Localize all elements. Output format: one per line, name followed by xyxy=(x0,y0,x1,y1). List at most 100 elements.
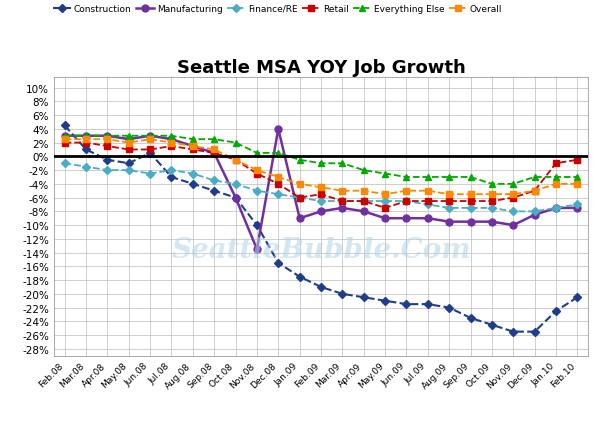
Finance/RE xyxy=(488,206,496,211)
Manufacturing xyxy=(531,213,538,218)
Manufacturing xyxy=(339,206,346,211)
Line: Overall: Overall xyxy=(62,137,580,197)
Everything Else xyxy=(339,161,346,167)
Finance/RE xyxy=(168,168,175,173)
Finance/RE xyxy=(82,164,89,170)
Finance/RE xyxy=(424,202,431,207)
Finance/RE xyxy=(275,192,282,197)
Retail xyxy=(82,141,89,146)
Everything Else xyxy=(253,151,260,156)
Manufacturing xyxy=(104,134,111,139)
Everything Else xyxy=(61,134,68,139)
Retail xyxy=(403,199,410,204)
Manufacturing xyxy=(424,216,431,221)
Manufacturing xyxy=(574,206,581,211)
Finance/RE xyxy=(360,199,367,204)
Construction xyxy=(509,329,517,335)
Overall xyxy=(146,137,154,142)
Everything Else xyxy=(168,134,175,139)
Finance/RE xyxy=(574,202,581,207)
Finance/RE xyxy=(189,171,196,177)
Retail xyxy=(61,141,68,146)
Finance/RE xyxy=(317,199,325,204)
Finance/RE xyxy=(253,189,260,194)
Finance/RE xyxy=(446,206,453,211)
Everything Else xyxy=(424,175,431,180)
Overall xyxy=(317,185,325,191)
Finance/RE xyxy=(531,209,538,214)
Construction xyxy=(168,175,175,180)
Finance/RE xyxy=(382,199,389,204)
Construction xyxy=(189,182,196,187)
Construction xyxy=(232,196,239,201)
Manufacturing xyxy=(232,196,239,201)
Everything Else xyxy=(82,134,89,139)
Line: Retail: Retail xyxy=(62,141,580,211)
Manufacturing xyxy=(553,206,560,211)
Retail xyxy=(574,158,581,163)
Finance/RE xyxy=(339,199,346,204)
Overall xyxy=(168,141,175,146)
Overall xyxy=(253,168,260,173)
Manufacturing xyxy=(360,209,367,214)
Construction xyxy=(488,322,496,328)
Everything Else xyxy=(531,175,538,180)
Construction xyxy=(553,309,560,314)
Finance/RE xyxy=(211,178,218,184)
Overall xyxy=(211,148,218,153)
Overall xyxy=(553,182,560,187)
Overall xyxy=(360,189,367,194)
Manufacturing xyxy=(168,137,175,142)
Construction xyxy=(296,274,303,279)
Retail xyxy=(424,199,431,204)
Manufacturing xyxy=(467,220,474,225)
Construction xyxy=(446,305,453,310)
Manufacturing xyxy=(189,144,196,149)
Manufacturing xyxy=(382,216,389,221)
Retail xyxy=(275,182,282,187)
Construction xyxy=(317,285,325,290)
Everything Else xyxy=(553,175,560,180)
Manufacturing xyxy=(61,134,68,139)
Finance/RE xyxy=(509,209,517,214)
Text: SeattleBubble.Com: SeattleBubble.Com xyxy=(171,237,471,264)
Everything Else xyxy=(446,175,453,180)
Retail xyxy=(296,196,303,201)
Retail xyxy=(446,199,453,204)
Retail xyxy=(339,199,346,204)
Overall xyxy=(296,182,303,187)
Overall xyxy=(424,189,431,194)
Construction xyxy=(253,223,260,228)
Manufacturing xyxy=(211,151,218,156)
Overall xyxy=(467,192,474,197)
Manufacturing xyxy=(488,220,496,225)
Everything Else xyxy=(403,175,410,180)
Retail xyxy=(509,196,517,201)
Overall xyxy=(531,189,538,194)
Construction xyxy=(125,161,133,167)
Retail xyxy=(146,148,154,153)
Manufacturing xyxy=(146,134,154,139)
Construction xyxy=(403,302,410,307)
Everything Else xyxy=(509,182,517,187)
Retail xyxy=(531,189,538,194)
Construction xyxy=(104,158,111,163)
Everything Else xyxy=(232,141,239,146)
Retail xyxy=(382,206,389,211)
Construction xyxy=(211,189,218,194)
Line: Construction: Construction xyxy=(62,123,580,335)
Retail xyxy=(253,171,260,177)
Construction xyxy=(61,124,68,129)
Finance/RE xyxy=(403,199,410,204)
Overall xyxy=(509,192,517,197)
Retail xyxy=(553,161,560,167)
Construction xyxy=(531,329,538,335)
Everything Else xyxy=(296,158,303,163)
Manufacturing xyxy=(403,216,410,221)
Retail xyxy=(168,144,175,149)
Everything Else xyxy=(467,175,474,180)
Everything Else xyxy=(360,168,367,173)
Manufacturing xyxy=(82,134,89,139)
Construction xyxy=(467,316,474,321)
Manufacturing xyxy=(317,209,325,214)
